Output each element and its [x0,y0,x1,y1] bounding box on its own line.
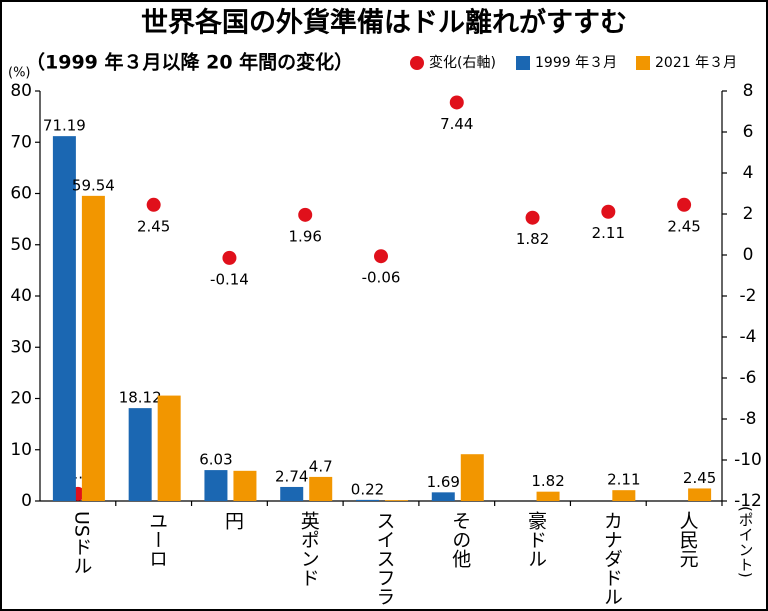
y-tick-label: 60 [10,184,32,204]
chart-title: 世界各国の外貨準備はドル離れがすすむ [141,7,627,39]
y2-tick-label: -4 [740,327,757,347]
value-label: 71.19 [43,117,86,135]
x-tick-label: スイスフラン [374,511,396,611]
y2-tick-label: -12 [734,491,762,511]
x-tick-label: その他 [449,511,471,568]
y2-tick-label: -6 [740,368,757,388]
bar [157,395,181,501]
value-label: -0.14 [210,270,249,288]
legend-label: 1999 年３月 [535,55,617,71]
y-tick-label: 50 [10,235,32,255]
value-label: 2.45 [137,217,170,235]
y2-tick-label: -8 [740,409,757,429]
bar [81,195,105,502]
y-tick-label: 70 [10,132,32,152]
bar [52,136,76,501]
y-tick-label: 40 [10,286,32,306]
value-label: 1.96 [289,227,322,245]
value-label: 6.03 [199,451,232,469]
x-tick-label: 人民元 [677,511,699,568]
y2-axis-label: (ポイント) [737,506,755,578]
value-label: 18.12 [119,389,162,407]
y2-tick-label: -2 [740,286,757,306]
bar [612,490,636,501]
legend-label: 変化(右軸) [429,54,496,71]
change-dot [222,250,237,265]
bar [536,491,560,501]
x-tick-label: カナダドル [601,511,623,606]
value-label: 1.82 [516,230,549,248]
y-tick-label: 0 [21,491,32,511]
y2-tick-label: 4 [743,163,754,183]
bar [309,476,333,501]
y2-tick-label: -10 [734,450,762,470]
value-label: 1.69 [427,473,460,491]
legend-marker [516,56,530,70]
legend-label: 2021 年３月 [655,55,737,71]
y2-tick-label: 8 [743,81,754,101]
change-dot [374,249,388,264]
change-dot [677,197,692,212]
bar [204,470,228,501]
bar [385,500,408,501]
y-tick-label: 10 [10,440,32,460]
bar [233,470,257,501]
y2-tick-label: 6 [743,122,754,142]
bar [431,492,455,501]
change-dot [601,204,616,219]
value-label: 2.45 [683,469,716,487]
bar [460,454,484,501]
x-tick-label: USドル [70,511,92,575]
chart-subtitle: （1999 年３月以降 20 年間の変化） [26,51,353,74]
value-label: 4.7 [309,457,333,475]
x-tick-label: 円 [222,511,244,530]
y-tick-label: 30 [10,337,32,357]
value-label: 2.11 [607,471,640,489]
y-tick-label: 20 [10,389,32,409]
x-tick-label: ユーロ [146,511,168,568]
value-label: -0.06 [362,269,401,287]
change-dot [449,95,464,110]
y2-tick-label: 2 [743,204,754,224]
x-tick-label: 英ポンド [298,511,320,587]
value-label: 1.82 [531,472,564,490]
value-label: 0.22 [351,480,384,498]
value-label: 59.54 [72,176,115,194]
bar [356,499,379,501]
y-tick-label: 80 [10,81,32,101]
y2-tick-label: 0 [743,245,754,265]
y-axis-label: (%) [8,66,31,81]
legend-marker [636,56,650,70]
change-dot [146,197,161,212]
value-label: 7.44 [440,115,473,133]
value-label: 2.11 [592,224,625,242]
bar [128,408,152,501]
legend-marker [410,56,424,70]
change-dot [525,210,540,225]
x-tick-label: 豪ドル [525,511,547,568]
change-dot [298,207,313,222]
value-label: 2.74 [275,467,308,485]
bar [688,488,712,501]
value-label: 2.45 [667,217,700,235]
bar [280,486,304,501]
